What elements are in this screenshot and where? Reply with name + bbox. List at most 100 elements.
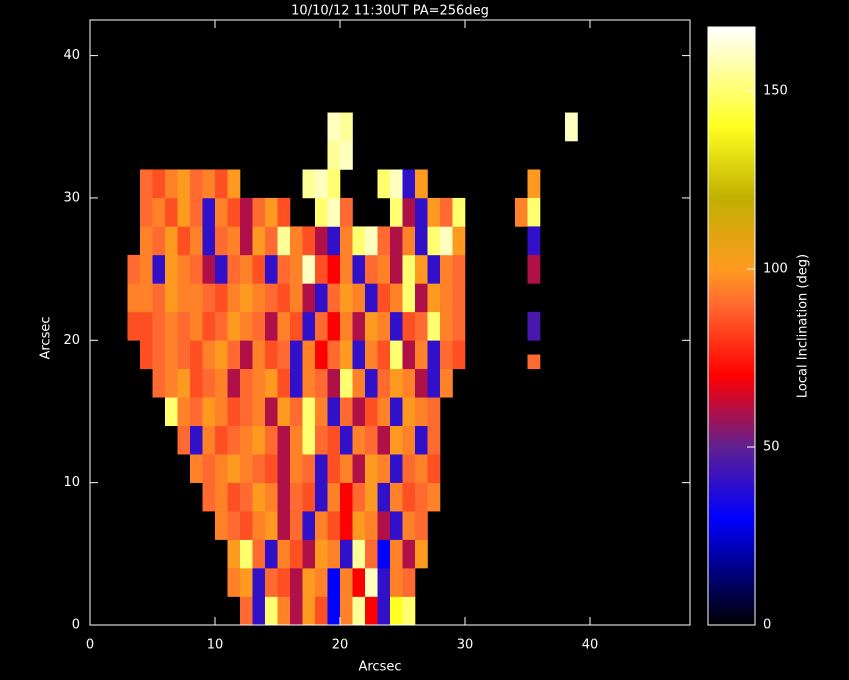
heatmap-cell — [378, 597, 391, 626]
heatmap-cell — [165, 369, 178, 398]
heatmap-cell — [353, 540, 366, 569]
colorbar — [708, 27, 755, 625]
colorbar-label: Local Inclination (deg) — [796, 254, 811, 398]
heatmap-cell — [378, 483, 391, 512]
heatmap-cell — [203, 340, 216, 369]
heatmap-cell — [290, 454, 303, 483]
heatmap-cell — [353, 226, 366, 255]
heatmap-cell — [328, 312, 341, 341]
heatmap-cell — [215, 369, 228, 398]
heatmap-cell — [340, 226, 353, 255]
heatmap-cell — [378, 283, 391, 312]
heatmap-cell — [365, 312, 378, 341]
heatmap-cell — [228, 454, 241, 483]
heatmap-cell — [378, 426, 391, 455]
heatmap-cell — [228, 255, 241, 284]
heatmap-cell — [328, 426, 341, 455]
heatmap-cell — [190, 369, 203, 398]
heatmap-cell — [228, 198, 241, 227]
heatmap-cell — [253, 426, 266, 455]
heatmap-cell — [278, 483, 291, 512]
colorbar-tick-label: 150 — [763, 84, 788, 99]
heatmap-cell — [340, 483, 353, 512]
heatmap-cell — [265, 369, 278, 398]
heatmap-cell — [378, 255, 391, 284]
heatmap-cell — [190, 340, 203, 369]
heatmap-cell — [265, 226, 278, 255]
heatmap-cell — [428, 483, 441, 512]
heatmap-cell — [390, 312, 403, 341]
heatmap-cell — [265, 540, 278, 569]
heatmap-cell — [215, 198, 228, 227]
heatmap-cell — [215, 454, 228, 483]
x-axis-label: Arcsec — [358, 660, 401, 675]
heatmap-cell — [528, 198, 541, 227]
heatmap-cell — [153, 369, 166, 398]
heatmap-cell — [403, 226, 416, 255]
heatmap-cell — [190, 397, 203, 426]
heatmap-cell — [303, 369, 316, 398]
heatmap-cell — [390, 511, 403, 540]
heatmap-cell — [253, 369, 266, 398]
heatmap-cell — [428, 340, 441, 369]
heatmap-cell — [415, 169, 428, 198]
heatmap-cell — [303, 226, 316, 255]
heatmap-cell — [153, 198, 166, 227]
heatmap-cell — [240, 369, 253, 398]
heatmap-cell — [215, 397, 228, 426]
heatmap-cell — [415, 255, 428, 284]
heatmap-cell — [253, 597, 266, 626]
heatmap-cell — [140, 283, 153, 312]
heatmap-cell — [328, 568, 341, 597]
heatmap-cell — [353, 454, 366, 483]
heatmap-cell — [440, 312, 453, 341]
heatmap-cell — [203, 426, 216, 455]
heatmap-cell — [315, 568, 328, 597]
heatmap-cell — [265, 454, 278, 483]
heatmap-cell — [365, 340, 378, 369]
heatmap-cell — [278, 369, 291, 398]
heatmap-cell — [265, 312, 278, 341]
heatmap-cell — [203, 169, 216, 198]
heatmap-cell — [203, 397, 216, 426]
heatmap-cell — [328, 198, 341, 227]
heatmap-cell — [353, 511, 366, 540]
heatmap-cell — [278, 511, 291, 540]
heatmap-cell — [315, 483, 328, 512]
heatmap-cell — [178, 397, 191, 426]
heatmap-cell — [315, 597, 328, 626]
heatmap-cell — [265, 483, 278, 512]
heatmap-cell — [403, 283, 416, 312]
heatmap-cell — [240, 426, 253, 455]
heatmap-cell — [140, 312, 153, 341]
heatmap-cell — [215, 511, 228, 540]
heatmap-cell — [378, 226, 391, 255]
heatmap-cell — [240, 511, 253, 540]
heatmap-cell — [390, 226, 403, 255]
heatmap-cell — [303, 483, 316, 512]
heatmap-cell — [265, 397, 278, 426]
heatmap-cell — [165, 198, 178, 227]
colorbar-tick-label: 0 — [763, 618, 771, 633]
heatmap-cell — [278, 283, 291, 312]
heatmap-cell — [228, 426, 241, 455]
heatmap-cell — [178, 369, 191, 398]
heatmap-cell — [253, 540, 266, 569]
heatmap-cell — [140, 226, 153, 255]
heatmap-cell — [328, 340, 341, 369]
heatmap-cell — [378, 369, 391, 398]
x-tick-label: 20 — [332, 638, 349, 653]
heatmap-cell — [315, 169, 328, 198]
heatmap-cell — [328, 483, 341, 512]
heatmap-cell — [190, 226, 203, 255]
heatmap-cell — [178, 426, 191, 455]
heatmap-cell — [278, 454, 291, 483]
heatmap-cell — [228, 397, 241, 426]
y-axis-label: Arcsec — [39, 316, 54, 359]
heatmap-cell — [390, 454, 403, 483]
heatmap-cell — [403, 169, 416, 198]
heatmap-cell — [378, 397, 391, 426]
heatmap-cell — [253, 397, 266, 426]
heatmap-cell — [303, 511, 316, 540]
